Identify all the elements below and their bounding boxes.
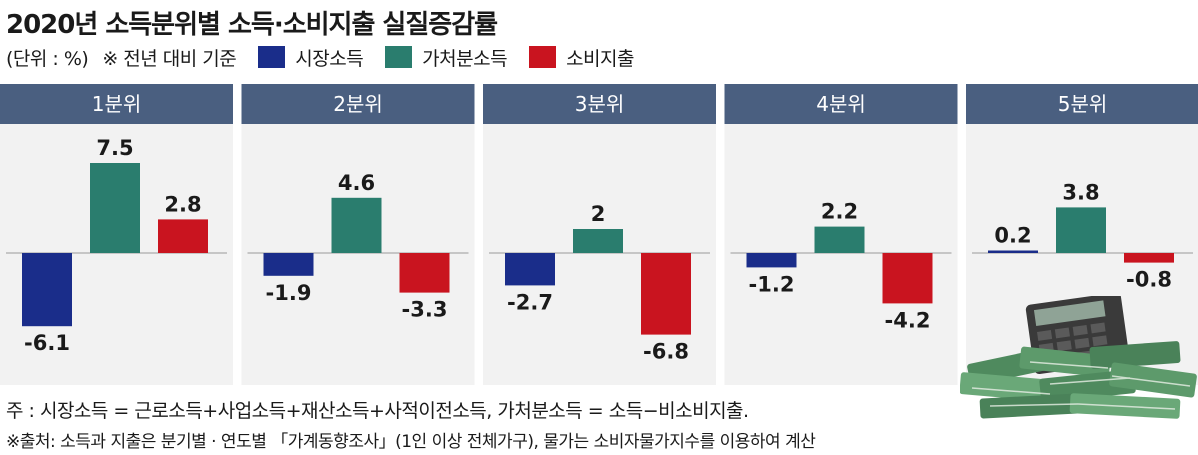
- data-label-disposable-income: 3.8: [1062, 180, 1099, 204]
- legend-label: 가처분소득: [422, 47, 508, 70]
- legend-item-market-income: 시장소득: [258, 44, 364, 71]
- bar-market-income: [988, 250, 1038, 253]
- data-label-consumption: -3.3: [402, 298, 448, 322]
- panel-header-label: 1분위: [92, 92, 142, 116]
- formula-note: 주 : 시장소득 = 근로소득+사업소득+재산소득+사적이전소득, 가처분소득 …: [6, 400, 749, 422]
- data-label-market-income: -1.9: [266, 281, 312, 305]
- bar-consumption: [399, 253, 450, 293]
- panel-header-label: 3분위: [575, 92, 625, 116]
- bar-disposable-income: [331, 197, 382, 253]
- panel-header-label: 2분위: [333, 92, 383, 116]
- data-label-consumption: -6.8: [643, 340, 689, 364]
- legend-label: 소비지출: [566, 47, 634, 70]
- bar-consumption: [641, 253, 691, 335]
- data-label-market-income: -6.1: [24, 331, 70, 355]
- data-label-consumption: -4.2: [885, 308, 931, 332]
- data-label-disposable-income: 2.2: [821, 200, 858, 224]
- data-label-market-income: 0.2: [994, 224, 1031, 248]
- legend-item-consumption: 소비지출: [529, 44, 634, 71]
- bar-consumption: [1124, 253, 1174, 263]
- panel-header: [966, 84, 1198, 124]
- legend: (단위 : %) ※ 전년 대비 기준 시장소득 가처분소득 소비지출: [6, 42, 656, 72]
- basis-label: ※ 전년 대비 기준: [102, 47, 237, 70]
- data-label-consumption: 2.8: [164, 192, 201, 216]
- panel-header: [724, 84, 958, 124]
- bar-disposable-income: [90, 163, 140, 253]
- data-label-market-income: -1.2: [749, 272, 795, 296]
- data-label-disposable-income: 4.6: [338, 171, 375, 195]
- data-label-disposable-income: 7.5: [96, 136, 133, 160]
- panel-header-label: 4분위: [816, 92, 866, 116]
- panel-header: [483, 84, 716, 124]
- legend-label: 시장소득: [295, 47, 364, 70]
- bar-market-income: [505, 253, 555, 286]
- legend-swatch-consumption: [529, 46, 557, 68]
- legend-swatch-disposable-income: [385, 46, 413, 68]
- legend-swatch-market-income: [258, 46, 286, 68]
- panel-header: [241, 84, 475, 124]
- data-label-consumption: -0.8: [1126, 268, 1172, 292]
- data-label-disposable-income: 2: [591, 202, 606, 226]
- data-label-market-income: -2.7: [507, 290, 553, 314]
- calculator-and-money-illustration: [960, 296, 1197, 419]
- unit-label: (단위 : %): [6, 47, 89, 70]
- bar-consumption: [158, 219, 208, 253]
- bar-market-income: [22, 253, 72, 327]
- bar-market-income: [746, 253, 797, 268]
- legend-item-disposable-income: 가처분소득: [385, 44, 508, 71]
- bar-disposable-income: [1056, 207, 1106, 253]
- panel-header: [0, 84, 233, 124]
- bar-market-income: [263, 253, 314, 276]
- chart-title: 2020년 소득분위별 소득·소비지출 실질증감률: [6, 10, 498, 40]
- source-note: ※출처: 소득과 지출은 분기별 · 연도별 「가계동향조사」(1인 이상 전체…: [6, 432, 816, 452]
- bar-consumption: [882, 253, 933, 304]
- bar-disposable-income: [573, 229, 623, 253]
- bar-disposable-income: [814, 226, 865, 253]
- panel-header-label: 5분위: [1058, 92, 1108, 116]
